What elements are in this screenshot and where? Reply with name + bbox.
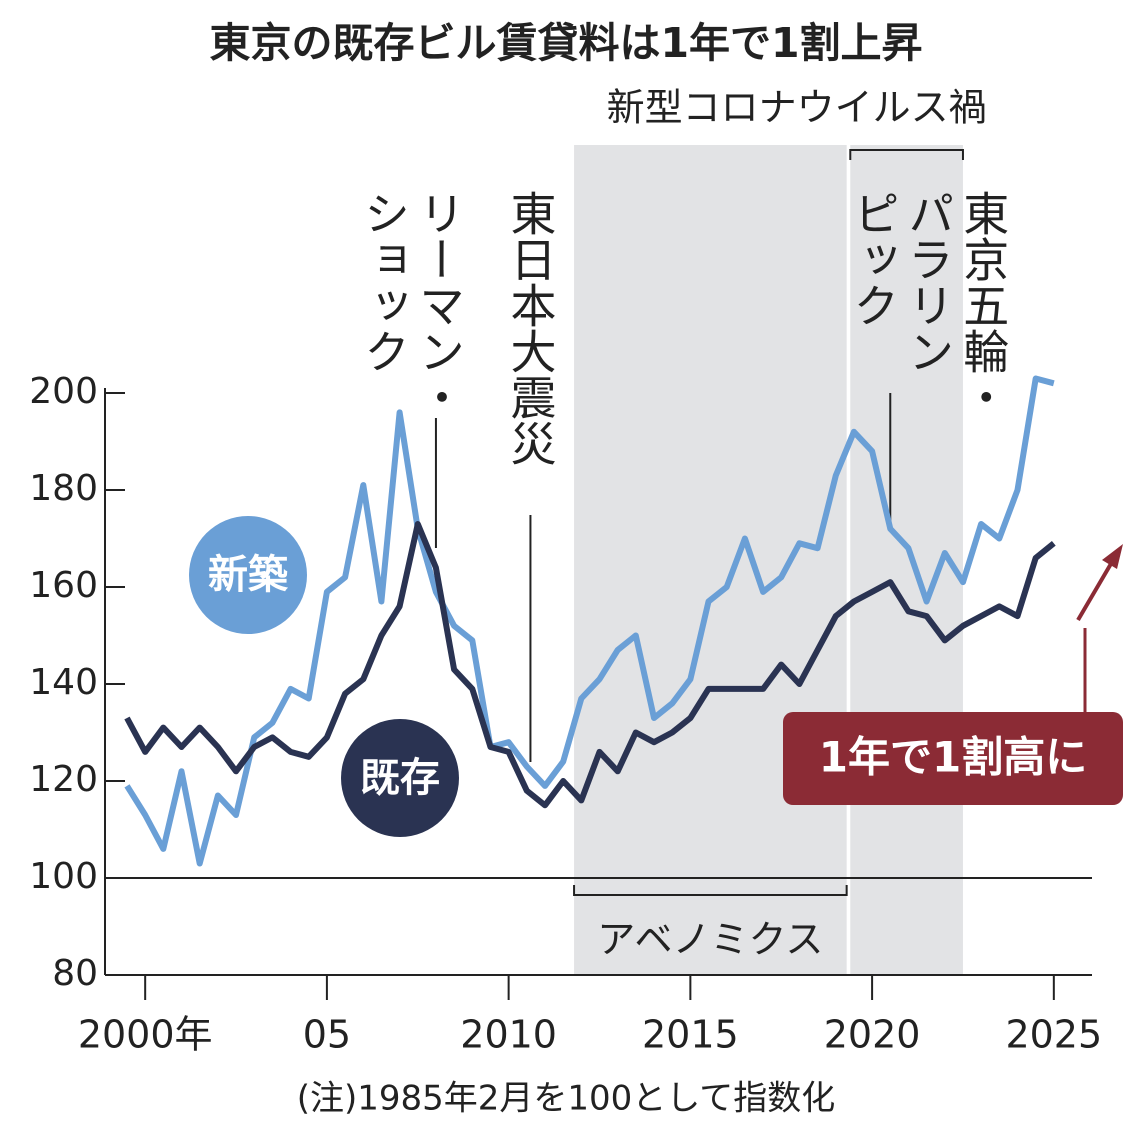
period-label: 新型コロナウイルス禍 — [607, 86, 987, 130]
event-label: 東京五輪・ — [956, 190, 1010, 420]
x-tick-label: 2025 — [1005, 1013, 1102, 1057]
callout-box — [783, 712, 1123, 805]
event-label: ピック — [846, 190, 900, 328]
period-shade — [574, 145, 847, 975]
period-bracket — [573, 885, 848, 896]
event-label: ショック — [357, 190, 411, 374]
x-tick-label: 2000年 — [78, 1013, 213, 1057]
note: (注)1985年2月を100として指数化 — [297, 1079, 836, 1119]
legend-label: 新築 — [208, 552, 289, 598]
event-label: 東日本大震災 — [503, 190, 557, 466]
x-tick-label: 05 — [303, 1013, 351, 1057]
callout-arrowhead — [1102, 544, 1123, 569]
foreground-layer: アベノミクス 新型コロナウイルス禍 80 100 120 140 160 180 200 2000… — [29, 86, 1123, 1057]
callout-text: 1年で1割高に — [819, 733, 1087, 782]
legend-label: 既存 — [360, 755, 440, 801]
event-label: パラリン — [901, 190, 955, 374]
y-tick-label: 100 — [29, 856, 98, 897]
legend-swatch — [189, 516, 307, 634]
x-tick-label: 2010 — [460, 1013, 557, 1057]
period-bracket — [849, 149, 964, 160]
legend-swatch — [341, 719, 459, 837]
callout-arrow — [1076, 560, 1114, 622]
series-line — [124, 521, 1056, 809]
series-line — [124, 375, 1055, 867]
y-tick-label: 200 — [29, 371, 98, 412]
y-tick-label: 160 — [29, 565, 98, 606]
x-tick-label: 2015 — [642, 1013, 739, 1057]
y-tick-label: 120 — [29, 759, 98, 800]
y-tick-label: 180 — [29, 468, 98, 509]
period-label: アベノミクス — [597, 918, 823, 962]
chart-title: 東京の既存ビル賃貸料は1年で1割上昇 — [209, 19, 922, 67]
y-tick-label: 80 — [52, 953, 98, 994]
x-tick-label: 2020 — [824, 1013, 921, 1057]
y-tick-label: 140 — [29, 662, 98, 703]
event-label: リーマン・ — [412, 190, 466, 420]
